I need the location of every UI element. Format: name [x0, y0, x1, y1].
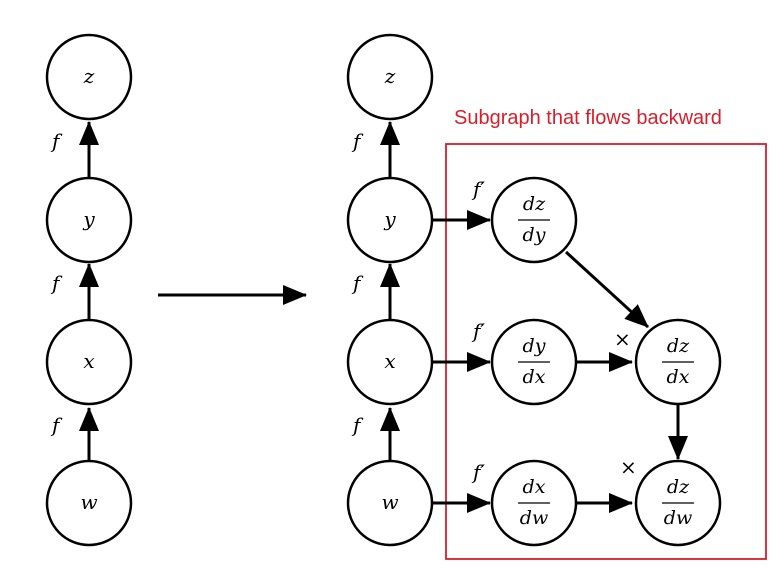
node-dx-dw: dx dw [492, 461, 576, 545]
left-node-z-label: z [83, 64, 95, 88]
right-edge-label-y-to-z: f [351, 129, 364, 153]
node-dz-dw: dz dw [636, 461, 720, 545]
node-dz-dx-denominator: dx [667, 366, 690, 388]
multiply-label-dzdw: × [620, 455, 637, 479]
left-edge-label-x-to-y: f [50, 271, 63, 295]
right-node-y-label: y [383, 207, 396, 231]
node-dz-dy: dz dy [492, 178, 576, 262]
edge-label-x-to-dydx: f′ [471, 319, 485, 343]
right-node-z-label: z [384, 64, 396, 88]
edge-dzdy-to-dzdx [566, 252, 648, 327]
right-node-x: x [348, 320, 432, 404]
node-dx-dw-denominator: dw [520, 507, 548, 529]
left-node-x: x [47, 320, 131, 404]
left-node-y: y [47, 178, 131, 262]
node-dy-dx-denominator: dx [523, 366, 546, 388]
node-dz-dw-numerator: dz [667, 476, 690, 498]
right-edge-label-w-to-x: f [351, 413, 364, 437]
edge-label-y-to-dzdy: f′ [471, 177, 485, 201]
edge-label-w-to-dxdw: f′ [471, 460, 485, 484]
node-dz-dy-numerator: dz [523, 193, 546, 215]
left-edge-label-w-to-x: f [50, 413, 63, 437]
node-dy-dx-numerator: dy [523, 335, 546, 357]
left-edge-label-y-to-z: f [50, 129, 63, 153]
node-dz-dx: dz dx [636, 320, 720, 404]
node-dz-dx-numerator: dz [667, 335, 690, 357]
subgraph-caption: Subgraph that flows backward [454, 107, 722, 129]
left-node-w-label: w [80, 490, 97, 514]
multiply-label-dzdx: × [614, 327, 631, 351]
node-dz-dy-denominator: dy [523, 224, 546, 246]
right-node-x-label: x [384, 349, 395, 373]
right-node-y: y [348, 178, 432, 262]
node-dx-dw-numerator: dx [523, 476, 546, 498]
right-node-z: z [348, 35, 432, 119]
right-node-w-label: w [381, 490, 398, 514]
left-node-y-label: y [82, 207, 95, 231]
right-graph: f f f z y x w [348, 35, 432, 545]
right-node-w: w [348, 461, 432, 545]
left-node-z: z [47, 35, 131, 119]
node-dy-dx: dy dx [492, 320, 576, 404]
node-dz-dw-denominator: dw [664, 507, 692, 529]
left-node-w: w [47, 461, 131, 545]
left-graph: f f f z y x w [47, 35, 131, 545]
left-node-x-label: x [83, 349, 94, 373]
right-edge-label-x-to-y: f [351, 271, 364, 295]
